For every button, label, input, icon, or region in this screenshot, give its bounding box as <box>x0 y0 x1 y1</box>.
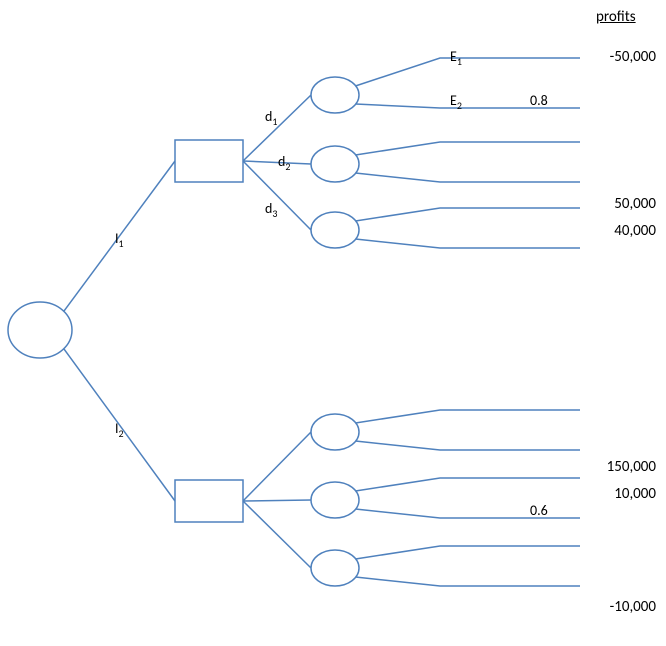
tree-svg <box>0 0 666 646</box>
profit-value: -50,000 <box>586 48 656 66</box>
profit-value: 50,000 <box>586 195 656 213</box>
decision-tree-canvas: profits I1 I2 d1 d2 d3 E1 E2 0.8 0.6 -50,000 50,00… <box>0 0 666 646</box>
branch-label: E1 <box>450 48 462 68</box>
chance-node <box>311 77 359 113</box>
probability-label: 0.6 <box>530 502 548 519</box>
chance-node <box>311 212 359 248</box>
leaf-branch <box>355 410 580 423</box>
chance-node <box>311 550 359 586</box>
leaf-branch <box>355 58 580 86</box>
profit-value: 10,000 <box>586 485 656 503</box>
leaf-branch <box>355 577 580 586</box>
leaf-branch <box>355 173 580 182</box>
branch-label: E2 <box>450 92 462 112</box>
branch-label: d2 <box>278 153 290 173</box>
branch-label: d3 <box>265 200 277 220</box>
leaf-branch <box>355 546 580 559</box>
branch-label: I1 <box>115 230 124 250</box>
leaf-branch <box>355 142 580 155</box>
profit-value: 150,000 <box>586 458 656 476</box>
profit-value: 40,000 <box>586 222 656 240</box>
chance-node <box>311 482 359 518</box>
chance-node <box>311 146 359 182</box>
chance-node <box>311 414 359 450</box>
profit-value: -10,000 <box>586 598 656 616</box>
decision-node <box>175 140 243 182</box>
branch-label: d1 <box>265 108 277 128</box>
decision-node <box>175 480 243 522</box>
root-chance-node <box>8 302 72 358</box>
leaf-branch <box>355 478 580 491</box>
branch-label: I2 <box>115 420 124 440</box>
profits-header: profits <box>596 8 636 26</box>
leaf-branch <box>355 208 580 221</box>
probability-label: 0.8 <box>530 92 548 109</box>
leaf-branch <box>355 239 580 248</box>
leaf-branch <box>355 441 580 450</box>
